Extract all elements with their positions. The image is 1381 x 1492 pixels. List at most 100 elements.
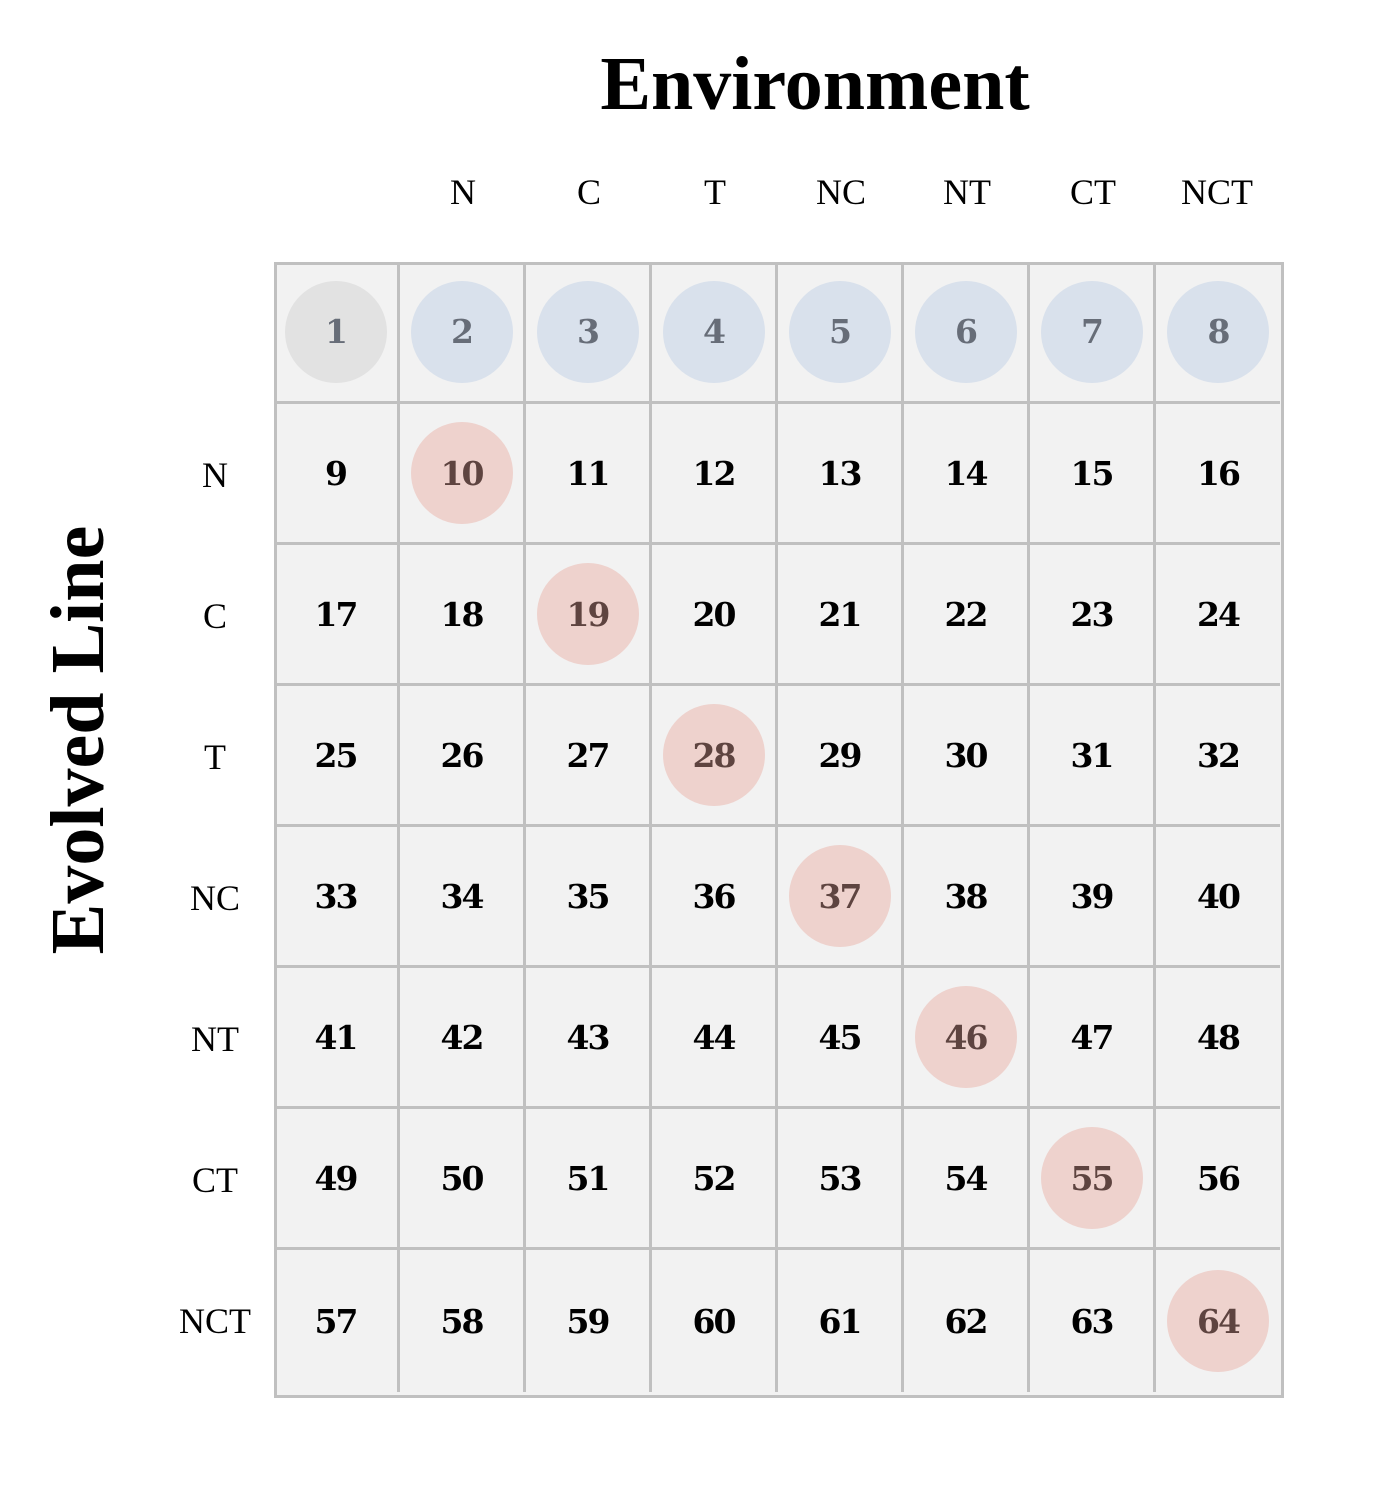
grid-cell: 27 (526, 686, 652, 827)
red-circle-marker (1167, 1270, 1269, 1372)
cell-number: 47 (1070, 1017, 1115, 1057)
blue-circle-marker (914, 280, 1017, 383)
grid-cell: 17 (274, 545, 400, 686)
cell-number: 1 (325, 312, 348, 351)
y-axis-label: Evolved Line (36, 525, 120, 955)
cell-number: 23 (1070, 594, 1115, 634)
cell-number: 49 (314, 1158, 359, 1198)
grid-cell: 28 (652, 686, 778, 827)
grid-cell: 26 (400, 686, 526, 827)
cell-number: 2 (451, 312, 474, 351)
cell-number: 20 (692, 594, 737, 634)
grid-cell: 32 (1156, 686, 1280, 827)
grid-cell: 35 (526, 827, 652, 968)
cell-number: 29 (818, 735, 863, 775)
grid-cell: 7 (1030, 262, 1156, 404)
red-circle-marker (536, 563, 639, 665)
grid-cell: 22 (904, 545, 1030, 686)
column-header: N (450, 172, 476, 212)
cell-number: 37 (818, 876, 863, 916)
column-header: C (576, 172, 601, 212)
grid-cell: 15 (1030, 404, 1156, 545)
cell-number: 16 (1197, 453, 1241, 493)
row-header: NC (189, 877, 240, 918)
cell-number: 51 (566, 1158, 611, 1198)
grid-cell: 41 (274, 968, 400, 1109)
chart-title: Environment (600, 42, 1030, 126)
column-header: NC (815, 172, 866, 212)
grid-cell: 25 (274, 686, 400, 827)
cell-number: 58 (440, 1301, 485, 1341)
grid-cell: 30 (904, 686, 1030, 827)
grid-cell: 57 (274, 1250, 400, 1392)
cell-number: 18 (440, 594, 485, 634)
grid-cell: 5 (778, 262, 904, 404)
cell-number: 36 (692, 876, 737, 916)
grid-cell: 33 (274, 827, 400, 968)
grid-cell: 21 (778, 545, 904, 686)
cell-number: 52 (692, 1158, 737, 1198)
grid-cell: 6 (904, 262, 1030, 404)
gray-circle-marker (284, 280, 387, 383)
cell-number: 42 (440, 1017, 485, 1057)
grid-cell: 18 (400, 545, 526, 686)
cell-number: 33 (314, 876, 359, 916)
grid-cell: 43 (526, 968, 652, 1109)
grid-cell: 50 (400, 1109, 526, 1250)
cell-number: 7 (1081, 312, 1104, 351)
grid-cell: 56 (1156, 1109, 1280, 1250)
row-header: NCT (179, 1301, 251, 1341)
grid-cell: 47 (1030, 968, 1156, 1109)
cell-number: 39 (1070, 876, 1115, 916)
red-circle-marker (1040, 1127, 1143, 1229)
grid-cell: 14 (904, 404, 1030, 545)
grid-cell: 4 (652, 262, 778, 404)
cell-number: 56 (1197, 1158, 1241, 1198)
red-circle-marker (662, 704, 765, 806)
cell-number: 40 (1197, 876, 1241, 916)
grid-cell: 44 (652, 968, 778, 1109)
row-header: T (204, 736, 226, 777)
grid-cell: 42 (400, 968, 526, 1109)
cell-number: 21 (818, 594, 863, 634)
grid-cell: 45 (778, 968, 904, 1109)
red-circle-marker (410, 422, 513, 524)
grid-cell: 3 (526, 262, 652, 404)
grid-cell: 60 (652, 1250, 778, 1392)
cell-number: 17 (314, 594, 359, 634)
column-header: CT (1069, 172, 1116, 212)
grid-cell: 51 (526, 1109, 652, 1250)
grid-cell: 62 (904, 1250, 1030, 1392)
grid-cell: 9 (274, 404, 400, 545)
cell-number: 6 (955, 312, 978, 351)
grid-cell: 46 (904, 968, 1030, 1109)
cell-number: 13 (818, 453, 863, 493)
cell-number: 5 (829, 312, 852, 351)
cell-number: 38 (944, 876, 989, 916)
grid-cell: 49 (274, 1109, 400, 1250)
grid-cell: 37 (778, 827, 904, 968)
cell-number: 24 (1197, 594, 1241, 634)
cell-number: 62 (944, 1301, 989, 1341)
cell-number: 25 (314, 735, 359, 775)
blue-circle-marker (410, 280, 513, 383)
grid-cell: 24 (1156, 545, 1280, 686)
blue-circle-marker (536, 280, 639, 383)
cell-number: 41 (314, 1017, 359, 1057)
cell-number: 8 (1207, 312, 1231, 351)
cell-number: 59 (566, 1301, 611, 1341)
cell-number: 64 (1197, 1301, 1241, 1341)
grid-cell: 34 (400, 827, 526, 968)
cell-number: 48 (1197, 1017, 1241, 1057)
cell-number: 54 (944, 1158, 989, 1198)
blue-circle-marker (1167, 280, 1269, 383)
column-header: NT (943, 172, 991, 212)
cell-number: 27 (566, 735, 611, 775)
cell-number: 60 (692, 1301, 737, 1341)
grid-cell: 8 (1156, 262, 1280, 404)
grid-cell: 55 (1030, 1109, 1156, 1250)
cell-number: 43 (566, 1017, 611, 1057)
cell-number: 44 (692, 1017, 737, 1057)
row-header: CT (191, 1159, 238, 1200)
grid-cell: 48 (1156, 968, 1280, 1109)
